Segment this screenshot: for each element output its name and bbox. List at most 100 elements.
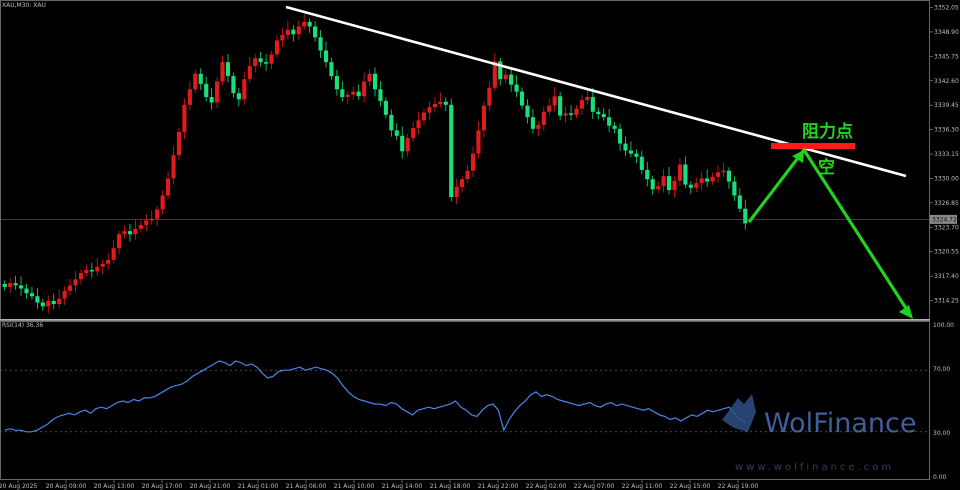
- candle-body: [204, 83, 209, 98]
- candle-body: [46, 300, 51, 307]
- down-arrow-head: [899, 305, 913, 319]
- time-tick-label: 20 Aug 13:00: [94, 483, 135, 490]
- candle-body: [568, 113, 574, 115]
- price-tick-label: 3330.00: [934, 175, 959, 182]
- candle-body: [231, 76, 236, 94]
- candle-body: [89, 269, 94, 272]
- candle-body: [67, 285, 73, 291]
- up-arrow-head: [792, 150, 804, 163]
- candle-body: [411, 128, 416, 139]
- candle-body: [465, 170, 470, 180]
- rsi-group: [0, 360, 930, 433]
- candle-body: [187, 89, 192, 105]
- symbol-label: XAU,M30: XAU: [2, 2, 46, 9]
- time-tick-label: 22 Aug 02:00: [526, 483, 567, 490]
- candle-body: [57, 298, 62, 305]
- candle-body: [688, 184, 693, 188]
- candle-body: [95, 266, 100, 272]
- candles-group: [2, 13, 748, 314]
- current-price-label: 3324.72: [932, 216, 957, 223]
- candle-body: [2, 283, 7, 287]
- candle-body: [530, 117, 535, 129]
- candle-body: [617, 128, 623, 144]
- candle-body: [362, 81, 367, 97]
- candle-body: [449, 104, 454, 198]
- candle-body: [612, 125, 617, 129]
- candle-body: [18, 285, 24, 289]
- candle-body: [481, 105, 486, 131]
- time-tick-label: 22 Aug 11:00: [622, 483, 663, 490]
- candle-body: [666, 176, 672, 191]
- time-axis: 20 Aug 2025 20 Aug 09:00 20 Aug 13:00 20 Au…: [0, 480, 758, 490]
- candle-body: [372, 73, 378, 90]
- candle-body: [285, 29, 290, 36]
- time-tick-label: 20 Aug 17:00: [142, 483, 183, 490]
- candle-body: [416, 120, 421, 129]
- candle-body: [552, 96, 557, 106]
- candle-body: [176, 131, 182, 156]
- candle-body: [634, 153, 639, 157]
- resistance-zone: [771, 143, 855, 149]
- rsi-level-0: 0.00: [933, 474, 947, 481]
- candle-body: [51, 300, 56, 305]
- candle-body: [650, 179, 655, 190]
- candle-body: [574, 108, 579, 115]
- forecast-arrows: [747, 147, 913, 319]
- candle-body: [356, 91, 361, 97]
- candle-body: [13, 283, 18, 286]
- candle-body: [639, 156, 644, 170]
- rsi-panel-frame: [0, 321, 930, 480]
- candle-body: [394, 130, 399, 136]
- candle-body: [24, 288, 29, 294]
- price-axis: 3352.05 3348.90 3345.75 3342.60 3339.45 3336.…: [930, 4, 959, 305]
- candle-body: [492, 61, 497, 88]
- candle-body: [726, 170, 732, 182]
- price-tick-label: 3320.55: [934, 249, 959, 256]
- rsi-label: RSI(14) 36.36: [2, 322, 43, 329]
- candle-body: [296, 26, 301, 35]
- rsi-level-30: 30.00: [933, 430, 950, 437]
- candle-body: [274, 40, 280, 55]
- candle-body: [313, 26, 318, 38]
- candle-body: [536, 124, 541, 129]
- current-price-box: [930, 214, 957, 224]
- candle-body: [732, 181, 737, 196]
- time-tick-label: 21 Aug 06:00: [286, 483, 327, 490]
- price-tick-label: 3348.90: [934, 29, 959, 36]
- candle-body: [715, 172, 721, 177]
- candle-body: [117, 234, 122, 249]
- candle-body: [661, 176, 666, 187]
- candle-body: [547, 105, 552, 112]
- candle-body: [378, 89, 383, 101]
- rsi-level-100: 100.00: [933, 322, 954, 329]
- candle-body: [601, 114, 606, 118]
- time-tick-label: 20 Aug 2025: [0, 483, 37, 490]
- price-tick-label: 3336.30: [934, 127, 959, 134]
- price-tick-label: 3345.75: [934, 53, 959, 60]
- candle-body: [100, 263, 105, 267]
- candle-body: [721, 170, 726, 173]
- candle-body: [182, 104, 187, 132]
- candle-body: [367, 73, 372, 82]
- candle-body: [677, 164, 683, 181]
- candle-body: [253, 58, 258, 67]
- candle-body: [628, 150, 633, 154]
- candle-body: [307, 21, 312, 27]
- candle-body: [29, 293, 35, 297]
- candle-body: [323, 50, 329, 63]
- candle-body: [73, 279, 78, 286]
- candle-body: [155, 209, 160, 219]
- candle-body: [8, 283, 13, 287]
- candle-body: [111, 248, 116, 260]
- rsi-line: [4, 360, 746, 433]
- wolf-logo-icon: [722, 394, 756, 432]
- candle-body: [106, 259, 111, 264]
- candle-body: [280, 35, 285, 41]
- resistance-label: 阻力点: [802, 121, 853, 142]
- candle-body: [345, 94, 350, 98]
- candle-body: [334, 76, 339, 90]
- candle-body: [514, 84, 519, 92]
- candle-body: [645, 169, 650, 180]
- time-tick-label: 21 Aug 10:00: [334, 483, 375, 490]
- watermark-brand: WolFinance: [764, 408, 916, 439]
